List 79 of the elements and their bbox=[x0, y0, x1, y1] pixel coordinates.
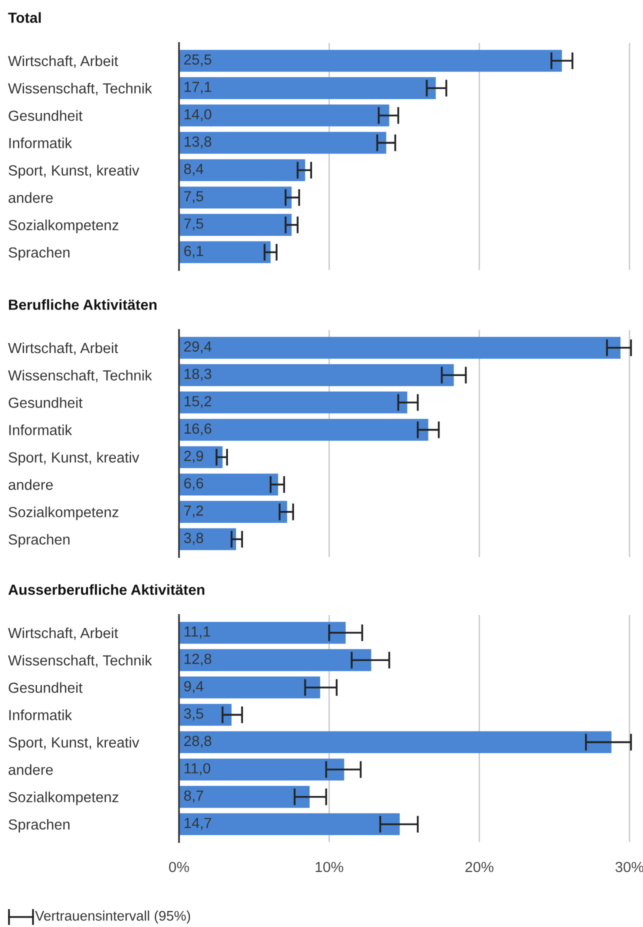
bar bbox=[179, 418, 428, 441]
bar bbox=[179, 758, 344, 780]
y-tick-label: Sozialkompetenz bbox=[8, 220, 118, 234]
y-tick-label: Wirtschaft, Arbeit bbox=[8, 627, 118, 640]
y-tick-label: Sport, Kunst, kreativ bbox=[8, 164, 140, 178]
text: Vertrauensintervall (95%) bbox=[35, 910, 190, 924]
y-tick-label: Informatik bbox=[9, 138, 72, 148]
y-tick-label: andere bbox=[8, 192, 53, 203]
y-tick-label: andere bbox=[8, 764, 53, 775]
data-label: 12,8 bbox=[184, 654, 212, 666]
data-label: 14,7 bbox=[184, 818, 212, 830]
bar bbox=[179, 77, 436, 100]
data-label: 7,2 bbox=[184, 505, 204, 518]
bar bbox=[179, 704, 232, 726]
y-tick-label: andere bbox=[8, 479, 53, 490]
data-label: 11,1 bbox=[184, 626, 210, 638]
y-tick-label: Sprachen bbox=[8, 818, 70, 833]
bar bbox=[179, 364, 454, 386]
data-label: 13,8 bbox=[184, 136, 212, 148]
y-tick-label: Sprachen bbox=[8, 246, 70, 261]
bar bbox=[179, 186, 292, 208]
text: Total bbox=[8, 12, 41, 23]
y-tick-label: Wissenschaft, Technik bbox=[8, 370, 152, 382]
data-label: 16,6 bbox=[184, 423, 212, 436]
y-tick-label: Wissenschaft, Technik bbox=[8, 654, 152, 668]
data-label: 11,0 bbox=[184, 763, 210, 776]
data-label: 28,8 bbox=[184, 736, 212, 748]
bar bbox=[179, 241, 271, 264]
bar bbox=[179, 622, 346, 644]
y-tick-label: Sozialkompetenz bbox=[8, 506, 118, 520]
bar bbox=[179, 649, 372, 672]
bar bbox=[179, 813, 400, 836]
bar bbox=[179, 731, 612, 754]
data-label: 3,8 bbox=[184, 532, 204, 545]
x-tick-label: 20% bbox=[465, 862, 494, 872]
y-tick-label: Informatik bbox=[9, 424, 72, 436]
data-label: 7,5 bbox=[184, 218, 204, 231]
data-label: 14,0 bbox=[184, 109, 212, 122]
chart-title: Berufliche Aktivitäten bbox=[8, 299, 156, 310]
data-label: 7,5 bbox=[184, 191, 204, 204]
data-label: 3,5 bbox=[184, 708, 204, 720]
data-label: 29,4 bbox=[184, 341, 212, 354]
y-tick-label: Wirtschaft, Arbeit bbox=[8, 342, 118, 355]
bar bbox=[179, 214, 292, 236]
y-tick-label: Sport, Kunst, kreativ bbox=[8, 452, 140, 466]
data-label: 18,3 bbox=[184, 368, 212, 381]
y-tick-label: Wirtschaft, Arbeit bbox=[8, 55, 118, 68]
bar bbox=[179, 676, 320, 698]
data-label: 6,1 bbox=[184, 246, 204, 258]
y-tick-label: Sprachen bbox=[8, 534, 70, 548]
data-label: 17,1 bbox=[184, 82, 212, 94]
bar bbox=[179, 392, 408, 414]
x-tick-label: 0% bbox=[169, 862, 190, 872]
data-label: 25,5 bbox=[184, 54, 212, 66]
bar bbox=[179, 159, 306, 182]
bar bbox=[179, 104, 390, 126]
bar bbox=[179, 786, 310, 808]
chart-title: Ausserberufliche Aktivitäten bbox=[8, 584, 204, 595]
y-tick-label: Informatik bbox=[9, 710, 72, 720]
y-tick-label: Gesundheit bbox=[8, 110, 82, 121]
data-label: 15,2 bbox=[184, 396, 212, 408]
bar bbox=[179, 474, 278, 496]
data-label: 9,4 bbox=[184, 681, 204, 694]
data-label: 2,9 bbox=[184, 450, 204, 463]
bar bbox=[179, 50, 562, 72]
bar bbox=[179, 528, 236, 550]
bar bbox=[179, 500, 288, 523]
y-tick-label: Gesundheit bbox=[8, 397, 82, 408]
bar bbox=[179, 132, 386, 154]
x-tick-label: 10% bbox=[316, 862, 344, 872]
bar bbox=[179, 446, 223, 468]
bar bbox=[179, 336, 620, 359]
data-label: 6,6 bbox=[184, 478, 204, 490]
y-tick-label: Gesundheit bbox=[8, 682, 82, 693]
y-tick-label: Wissenschaft, Technik bbox=[8, 82, 152, 96]
y-tick-label: Sozialkompetenz bbox=[8, 792, 118, 806]
data-label: 8,4 bbox=[184, 164, 204, 176]
y-tick-label: Sport, Kunst, kreativ bbox=[8, 736, 140, 750]
data-label: 8,7 bbox=[184, 790, 204, 803]
